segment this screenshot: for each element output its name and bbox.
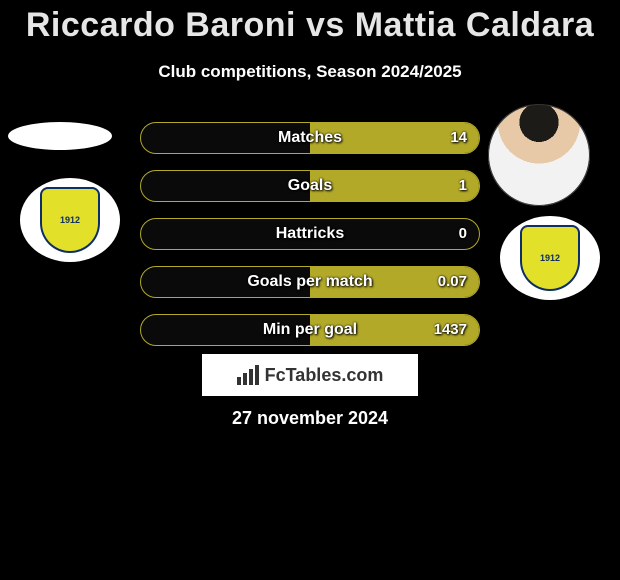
page-title: Riccardo Baroni vs Mattia Caldara (0, 6, 620, 45)
brand-bars-icon (237, 365, 259, 385)
player-left-name: Riccardo Baroni (26, 6, 296, 44)
crest-year-left: 1912 (60, 215, 80, 225)
brand-box: FcTables.com (202, 354, 418, 396)
player-right-photo (488, 104, 590, 206)
crest-shield-left: 1912 (42, 189, 98, 251)
stat-bars: Matches 14 Goals 1 Hattricks 0 Goals per… (140, 122, 480, 362)
stat-label: Goals per match (141, 267, 479, 297)
stat-bar: Goals per match 0.07 (140, 266, 480, 298)
player-right-crest: 1912 (500, 216, 600, 300)
stat-value-right: 14 (450, 123, 467, 153)
stat-bar: Min per goal 1437 (140, 314, 480, 346)
stat-bar: Matches 14 (140, 122, 480, 154)
player-right-name: Mattia Caldara (355, 6, 594, 44)
date-label: 27 november 2024 (0, 408, 620, 429)
stat-bar: Hattricks 0 (140, 218, 480, 250)
stat-value-right: 0.07 (438, 267, 467, 297)
stat-value-right: 1437 (434, 315, 467, 345)
stat-label: Min per goal (141, 315, 479, 345)
vs-label: vs (306, 6, 345, 44)
subtitle: Club competitions, Season 2024/2025 (0, 62, 620, 82)
brand-label: FcTables.com (265, 365, 384, 386)
stat-label: Goals (141, 171, 479, 201)
player-left-crest: 1912 (20, 178, 120, 262)
player-left-photo-placeholder (8, 122, 112, 150)
stat-label: Matches (141, 123, 479, 153)
stat-value-right: 1 (459, 171, 467, 201)
stat-label: Hattricks (141, 219, 479, 249)
crest-year-right: 1912 (540, 253, 560, 263)
crest-shield-right: 1912 (522, 227, 578, 289)
stat-value-right: 0 (459, 219, 467, 249)
stat-bar: Goals 1 (140, 170, 480, 202)
